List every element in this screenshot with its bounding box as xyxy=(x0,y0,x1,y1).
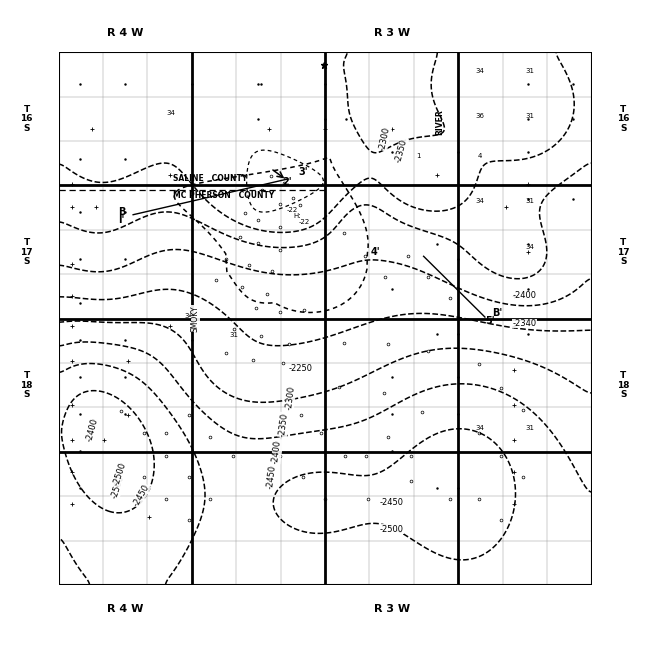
Text: -22: -22 xyxy=(299,219,310,225)
Text: -2300: -2300 xyxy=(378,126,391,151)
Text: I': I' xyxy=(118,215,125,225)
Text: -2400: -2400 xyxy=(85,417,100,443)
Text: -2400: -2400 xyxy=(513,291,537,300)
Text: -22: -22 xyxy=(287,208,298,214)
Text: MC PHERSON   COUNTY: MC PHERSON COUNTY xyxy=(173,191,274,200)
Text: -2500: -2500 xyxy=(380,525,404,534)
Text: 5': 5' xyxy=(486,316,495,326)
Text: T
16
S: T 16 S xyxy=(20,105,32,133)
Text: 34: 34 xyxy=(475,68,484,74)
Text: R 4 W: R 4 W xyxy=(107,604,143,614)
Text: 34: 34 xyxy=(475,199,484,204)
Text: 31: 31 xyxy=(230,332,239,338)
Text: SALINE   COUNTY: SALINE COUNTY xyxy=(173,174,248,183)
Text: B': B' xyxy=(493,309,503,318)
Text: 34: 34 xyxy=(526,244,535,250)
Text: -2250: -2250 xyxy=(289,364,313,373)
Text: RIVER: RIVER xyxy=(436,109,445,135)
Text: 31: 31 xyxy=(526,68,535,74)
Text: -2450: -2450 xyxy=(266,464,278,489)
Text: -2300: -2300 xyxy=(285,385,296,410)
Text: T
18
S: T 18 S xyxy=(20,371,32,399)
Text: SMOKY: SMOKY xyxy=(191,305,200,332)
Text: T
18
S: T 18 S xyxy=(618,371,630,399)
Text: 1: 1 xyxy=(416,153,421,159)
Text: -2340: -2340 xyxy=(513,319,537,328)
Text: B: B xyxy=(118,207,125,217)
Text: 4': 4' xyxy=(370,247,380,257)
Text: -2500: -2500 xyxy=(111,474,126,499)
Text: H:: H: xyxy=(293,213,300,219)
Text: -2450: -2450 xyxy=(131,483,151,509)
Text: -2500: -2500 xyxy=(112,461,128,487)
Text: R 4 W: R 4 W xyxy=(107,28,143,38)
Text: 34: 34 xyxy=(166,111,175,116)
Text: 31: 31 xyxy=(526,199,535,204)
Text: 31: 31 xyxy=(526,425,535,431)
Text: -2450: -2450 xyxy=(380,498,404,507)
Text: T
17
S: T 17 S xyxy=(617,238,630,266)
Text: R 3 W: R 3 W xyxy=(374,604,410,614)
Text: -2350: -2350 xyxy=(278,412,289,437)
Text: 3': 3' xyxy=(299,166,309,177)
Text: T
17
S: T 17 S xyxy=(20,238,33,266)
Text: T
16
S: T 16 S xyxy=(618,105,630,133)
Text: -2350: -2350 xyxy=(394,137,409,163)
Text: 34: 34 xyxy=(475,425,484,431)
Text: 2': 2' xyxy=(282,177,291,187)
Text: 36: 36 xyxy=(475,113,484,119)
Text: 31: 31 xyxy=(526,113,535,119)
Text: 4: 4 xyxy=(477,153,482,159)
Text: 34: 34 xyxy=(185,313,194,319)
Text: -2400: -2400 xyxy=(271,439,283,464)
Text: R 3 W: R 3 W xyxy=(374,28,410,38)
